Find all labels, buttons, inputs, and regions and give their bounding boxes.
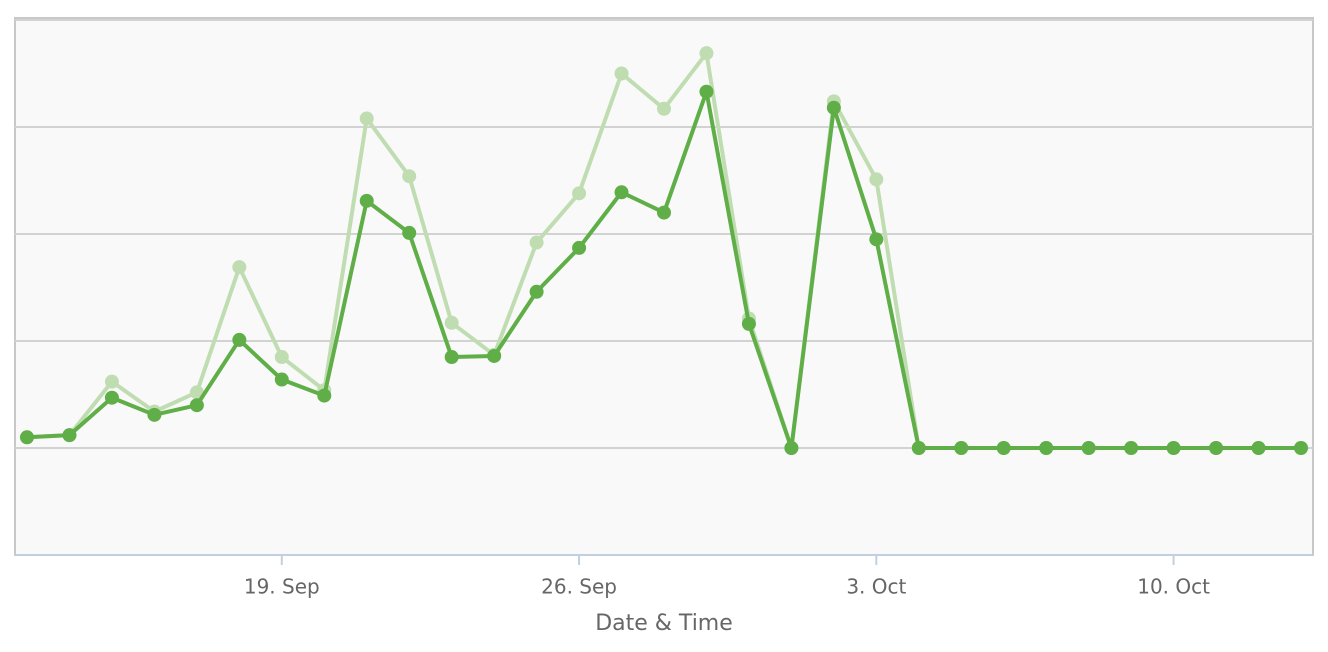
data-point	[529, 235, 544, 250]
plot-area	[14, 17, 1314, 556]
data-point	[741, 316, 756, 331]
data-point	[232, 260, 247, 275]
data-point	[189, 385, 204, 400]
data-point	[444, 315, 459, 330]
data-point	[996, 441, 1011, 455]
x-tick-label: 10. Oct	[1137, 575, 1210, 599]
data-point	[614, 66, 629, 81]
data-point	[274, 350, 289, 365]
data-point	[1251, 441, 1266, 455]
data-point	[1124, 441, 1139, 455]
data-point	[1081, 441, 1096, 455]
data-point	[614, 185, 629, 200]
data-point	[699, 46, 714, 61]
data-point	[1294, 441, 1308, 455]
x-tick-label: 3. Oct	[846, 575, 906, 599]
data-point	[1166, 441, 1181, 455]
x-axis-title: Date & Time	[595, 611, 733, 636]
data-point	[359, 193, 374, 208]
data-point	[487, 348, 502, 363]
data-point	[359, 111, 374, 126]
data-point	[911, 441, 926, 455]
x-tick-label: 26. Sep	[541, 575, 617, 599]
data-point	[104, 374, 119, 389]
data-point	[232, 332, 247, 347]
data-point	[529, 284, 544, 299]
data-point	[402, 225, 417, 240]
data-point	[402, 169, 417, 184]
data-point	[826, 100, 841, 115]
data-point	[869, 232, 884, 247]
data-point	[147, 407, 162, 422]
data-point	[274, 372, 289, 387]
data-point	[20, 430, 34, 445]
data-point	[1039, 441, 1054, 455]
data-point	[699, 84, 714, 99]
data-point	[954, 441, 969, 455]
data-point	[189, 398, 204, 413]
data-point	[657, 205, 671, 220]
data-point	[572, 240, 587, 255]
data-point	[869, 172, 884, 187]
data-point	[317, 388, 332, 403]
data-point	[784, 441, 799, 455]
data-point	[572, 186, 587, 201]
data-point	[657, 101, 671, 116]
x-tick-label: 19. Sep	[244, 575, 320, 599]
data-point	[444, 350, 459, 365]
data-point	[1209, 441, 1224, 455]
data-point	[104, 390, 119, 405]
data-point	[62, 428, 77, 443]
